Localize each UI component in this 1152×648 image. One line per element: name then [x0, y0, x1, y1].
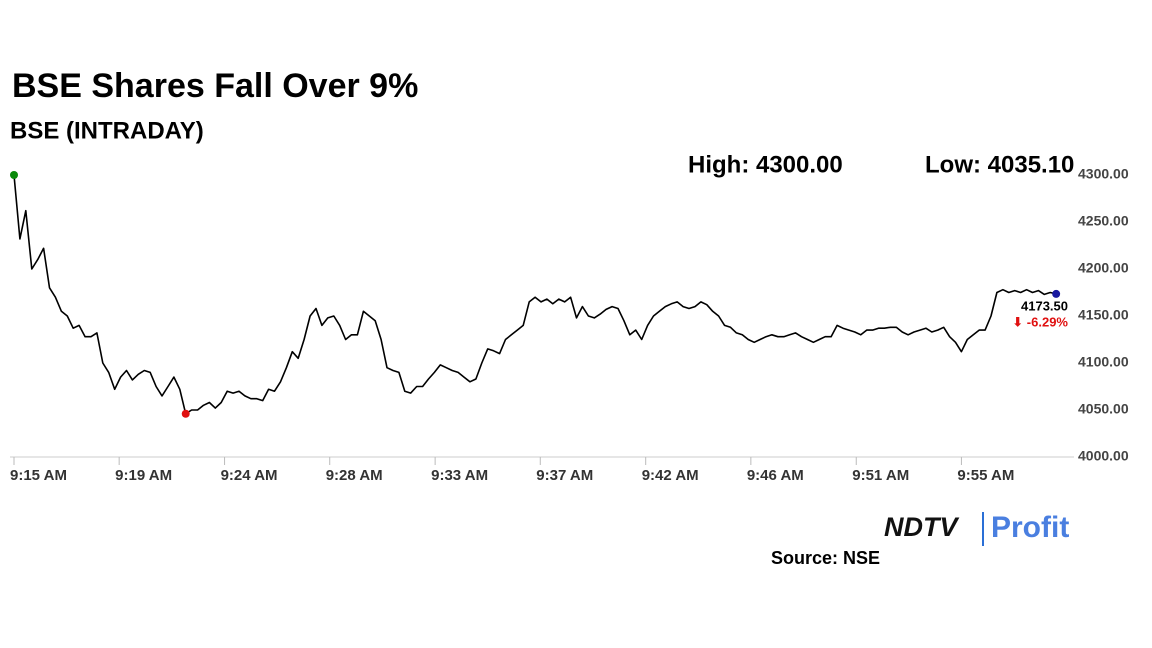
logo-brand: NDTV — [884, 512, 959, 542]
y-tick-label: 4150.00 — [1078, 307, 1129, 323]
last-value-label: 4173.50 — [1021, 298, 1068, 313]
x-tick-label: 9:55 AM — [957, 467, 1014, 484]
x-tick-label: 9:46 AM — [747, 467, 804, 484]
y-tick-label: 4250.00 — [1078, 213, 1129, 229]
chart-subtitle: BSE (INTRADAY) — [10, 117, 204, 144]
price-line — [13, 174, 1057, 415]
x-tick-label: 9:42 AM — [642, 467, 699, 484]
x-tick-label: 9:33 AM — [431, 467, 488, 484]
y-tick-label: 4050.00 — [1078, 401, 1129, 417]
x-tick-label: 9:15 AM — [10, 467, 67, 484]
chart-title: BSE Shares Fall Over 9% — [12, 67, 418, 105]
y-tick-label: 4000.00 — [1078, 448, 1129, 464]
y-tick-label: 4300.00 — [1078, 166, 1129, 182]
x-tick-label: 9:51 AM — [852, 467, 909, 484]
low-label: Low: 4035.10 — [925, 151, 1074, 178]
source: Source: NSE — [771, 548, 880, 568]
logo-product: Profit — [991, 511, 1069, 544]
x-tick-label: 9:24 AM — [221, 467, 278, 484]
low-marker — [181, 409, 190, 418]
end-marker — [1052, 289, 1061, 298]
y-tick-label: 4100.00 — [1078, 354, 1129, 370]
change-label: ⬇ -6.29% — [1012, 314, 1068, 329]
start-marker — [10, 171, 18, 179]
x-tick-label: 9:37 AM — [536, 467, 593, 484]
x-tick-label: 9:28 AM — [326, 467, 383, 484]
x-tick-label: 9:19 AM — [115, 467, 172, 484]
high-label: High: 4300.00 — [688, 151, 843, 178]
y-tick-label: 4200.00 — [1078, 260, 1129, 276]
